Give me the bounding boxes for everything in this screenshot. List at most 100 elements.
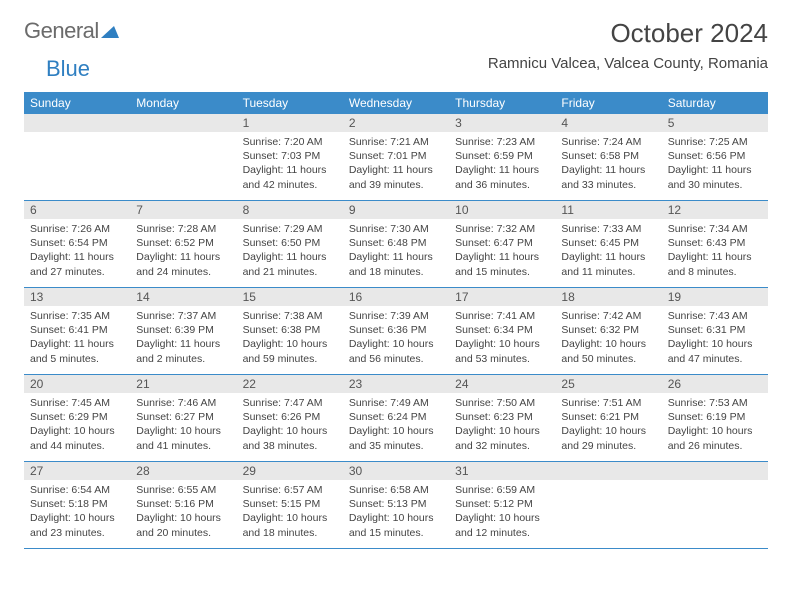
sunrise-text: Sunrise: 7:49 AM xyxy=(349,396,443,410)
day-number: 1 xyxy=(237,114,343,132)
daylight-text: Daylight: 11 hours and 36 minutes. xyxy=(455,163,549,191)
day-body: Sunrise: 7:20 AMSunset: 7:03 PMDaylight:… xyxy=(237,132,343,196)
daylight-text: Daylight: 11 hours and 21 minutes. xyxy=(243,250,337,278)
calendar: Sunday Monday Tuesday Wednesday Thursday… xyxy=(24,92,768,549)
sunrise-text: Sunrise: 7:24 AM xyxy=(561,135,655,149)
sunrise-text: Sunrise: 7:23 AM xyxy=(455,135,549,149)
day-number: 11 xyxy=(555,201,661,219)
sunrise-text: Sunrise: 7:51 AM xyxy=(561,396,655,410)
day-cell: 5Sunrise: 7:25 AMSunset: 6:56 PMDaylight… xyxy=(662,114,768,200)
day-number: 25 xyxy=(555,375,661,393)
sunset-text: Sunset: 6:47 PM xyxy=(455,236,549,250)
day-number: 5 xyxy=(662,114,768,132)
day-body: Sunrise: 7:47 AMSunset: 6:26 PMDaylight:… xyxy=(237,393,343,457)
sunrise-text: Sunrise: 7:28 AM xyxy=(136,222,230,236)
empty-cell xyxy=(555,462,661,548)
daylight-text: Daylight: 11 hours and 5 minutes. xyxy=(30,337,124,365)
day-body: Sunrise: 7:37 AMSunset: 6:39 PMDaylight:… xyxy=(130,306,236,370)
dow-fri: Friday xyxy=(555,92,661,114)
day-body: Sunrise: 7:45 AMSunset: 6:29 PMDaylight:… xyxy=(24,393,130,457)
sunrise-text: Sunrise: 7:45 AM xyxy=(30,396,124,410)
sunset-text: Sunset: 7:03 PM xyxy=(243,149,337,163)
day-cell: 21Sunrise: 7:46 AMSunset: 6:27 PMDayligh… xyxy=(130,375,236,461)
dow-sun: Sunday xyxy=(24,92,130,114)
day-number: 2 xyxy=(343,114,449,132)
daylight-text: Daylight: 10 hours and 56 minutes. xyxy=(349,337,443,365)
dow-thu: Thursday xyxy=(449,92,555,114)
day-cell: 15Sunrise: 7:38 AMSunset: 6:38 PMDayligh… xyxy=(237,288,343,374)
day-body: Sunrise: 7:53 AMSunset: 6:19 PMDaylight:… xyxy=(662,393,768,457)
sunset-text: Sunset: 6:59 PM xyxy=(455,149,549,163)
sunset-text: Sunset: 6:24 PM xyxy=(349,410,443,424)
empty-cell xyxy=(130,114,236,200)
sunrise-text: Sunrise: 7:37 AM xyxy=(136,309,230,323)
day-number: 6 xyxy=(24,201,130,219)
day-number: 16 xyxy=(343,288,449,306)
daylight-text: Daylight: 11 hours and 42 minutes. xyxy=(243,163,337,191)
day-body: Sunrise: 7:43 AMSunset: 6:31 PMDaylight:… xyxy=(662,306,768,370)
sunrise-text: Sunrise: 7:33 AM xyxy=(561,222,655,236)
day-body: Sunrise: 6:55 AMSunset: 5:16 PMDaylight:… xyxy=(130,480,236,544)
day-number: 31 xyxy=(449,462,555,480)
day-number: 19 xyxy=(662,288,768,306)
day-body: Sunrise: 7:35 AMSunset: 6:41 PMDaylight:… xyxy=(24,306,130,370)
day-body: Sunrise: 7:49 AMSunset: 6:24 PMDaylight:… xyxy=(343,393,449,457)
dow-mon: Monday xyxy=(130,92,236,114)
day-body: Sunrise: 7:28 AMSunset: 6:52 PMDaylight:… xyxy=(130,219,236,283)
sunset-text: Sunset: 5:15 PM xyxy=(243,497,337,511)
day-cell: 19Sunrise: 7:43 AMSunset: 6:31 PMDayligh… xyxy=(662,288,768,374)
day-cell: 4Sunrise: 7:24 AMSunset: 6:58 PMDaylight… xyxy=(555,114,661,200)
sunset-text: Sunset: 6:56 PM xyxy=(668,149,762,163)
day-cell: 23Sunrise: 7:49 AMSunset: 6:24 PMDayligh… xyxy=(343,375,449,461)
day-body: Sunrise: 7:30 AMSunset: 6:48 PMDaylight:… xyxy=(343,219,449,283)
sunrise-text: Sunrise: 7:41 AM xyxy=(455,309,549,323)
week-row: 27Sunrise: 6:54 AMSunset: 5:18 PMDayligh… xyxy=(24,462,768,549)
day-body: Sunrise: 7:32 AMSunset: 6:47 PMDaylight:… xyxy=(449,219,555,283)
day-body: Sunrise: 7:26 AMSunset: 6:54 PMDaylight:… xyxy=(24,219,130,283)
day-number: 13 xyxy=(24,288,130,306)
dow-wed: Wednesday xyxy=(343,92,449,114)
sunset-text: Sunset: 5:12 PM xyxy=(455,497,549,511)
sunrise-text: Sunrise: 7:47 AM xyxy=(243,396,337,410)
day-body: Sunrise: 7:38 AMSunset: 6:38 PMDaylight:… xyxy=(237,306,343,370)
daylight-text: Daylight: 10 hours and 41 minutes. xyxy=(136,424,230,452)
day-body: Sunrise: 7:21 AMSunset: 7:01 PMDaylight:… xyxy=(343,132,449,196)
day-number: 21 xyxy=(130,375,236,393)
daylight-text: Daylight: 11 hours and 11 minutes. xyxy=(561,250,655,278)
daylight-text: Daylight: 10 hours and 12 minutes. xyxy=(455,511,549,539)
day-number: 4 xyxy=(555,114,661,132)
month-title: October 2024 xyxy=(488,18,768,49)
daylight-text: Daylight: 11 hours and 2 minutes. xyxy=(136,337,230,365)
day-cell: 16Sunrise: 7:39 AMSunset: 6:36 PMDayligh… xyxy=(343,288,449,374)
sunset-text: Sunset: 6:39 PM xyxy=(136,323,230,337)
sunset-text: Sunset: 6:21 PM xyxy=(561,410,655,424)
day-cell: 14Sunrise: 7:37 AMSunset: 6:39 PMDayligh… xyxy=(130,288,236,374)
day-body: Sunrise: 7:50 AMSunset: 6:23 PMDaylight:… xyxy=(449,393,555,457)
daylight-text: Daylight: 10 hours and 29 minutes. xyxy=(561,424,655,452)
day-cell: 17Sunrise: 7:41 AMSunset: 6:34 PMDayligh… xyxy=(449,288,555,374)
daylight-text: Daylight: 10 hours and 20 minutes. xyxy=(136,511,230,539)
sunset-text: Sunset: 6:45 PM xyxy=(561,236,655,250)
day-cell: 30Sunrise: 6:58 AMSunset: 5:13 PMDayligh… xyxy=(343,462,449,548)
sunset-text: Sunset: 7:01 PM xyxy=(349,149,443,163)
day-body: Sunrise: 6:58 AMSunset: 5:13 PMDaylight:… xyxy=(343,480,449,544)
day-cell: 26Sunrise: 7:53 AMSunset: 6:19 PMDayligh… xyxy=(662,375,768,461)
daylight-text: Daylight: 11 hours and 33 minutes. xyxy=(561,163,655,191)
day-cell: 18Sunrise: 7:42 AMSunset: 6:32 PMDayligh… xyxy=(555,288,661,374)
sunset-text: Sunset: 5:16 PM xyxy=(136,497,230,511)
sunset-text: Sunset: 6:54 PM xyxy=(30,236,124,250)
day-cell: 13Sunrise: 7:35 AMSunset: 6:41 PMDayligh… xyxy=(24,288,130,374)
empty-cell xyxy=(662,462,768,548)
day-cell: 22Sunrise: 7:47 AMSunset: 6:26 PMDayligh… xyxy=(237,375,343,461)
day-number: 22 xyxy=(237,375,343,393)
dow-sat: Saturday xyxy=(662,92,768,114)
daylight-text: Daylight: 11 hours and 30 minutes. xyxy=(668,163,762,191)
daylight-text: Daylight: 10 hours and 53 minutes. xyxy=(455,337,549,365)
day-number: 9 xyxy=(343,201,449,219)
day-body: Sunrise: 7:24 AMSunset: 6:58 PMDaylight:… xyxy=(555,132,661,196)
day-number: 18 xyxy=(555,288,661,306)
day-cell: 20Sunrise: 7:45 AMSunset: 6:29 PMDayligh… xyxy=(24,375,130,461)
sunset-text: Sunset: 6:48 PM xyxy=(349,236,443,250)
sunrise-text: Sunrise: 6:59 AM xyxy=(455,483,549,497)
sunrise-text: Sunrise: 7:30 AM xyxy=(349,222,443,236)
